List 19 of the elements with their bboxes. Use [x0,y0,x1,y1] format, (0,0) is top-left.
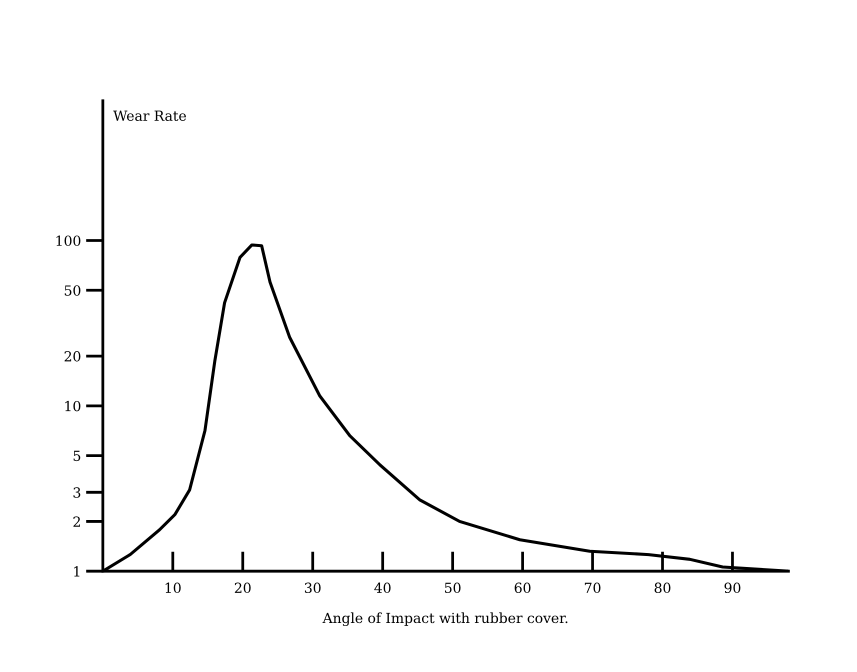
x-tick-label: 80 [654,582,670,594]
y-tick-label: 100 [56,235,80,246]
y-tick-label: 20 [64,351,80,362]
y-tick-label: 3 [74,487,80,498]
x-tick-label: 90 [724,582,740,594]
x-tick-label: 60 [514,582,531,594]
y-tick-label: 1 [74,566,80,576]
x-tick-label: 30 [304,582,321,594]
y-tick-label: 10 [65,400,80,412]
y-tick-label: 5 [74,450,80,462]
y-axis-title: Wear Rate [113,110,186,121]
x-tick-label: 10 [166,582,181,594]
x-tick-label: 70 [584,582,600,594]
x-tick-label: 40 [374,582,391,594]
y-tick-label: 50 [64,285,80,296]
y-tick-label: 2 [73,516,80,527]
x-tick-label: 20 [234,582,251,594]
x-tick-label: 50 [444,582,461,594]
x-axis-title: Angle of Impact with rubber cover. [322,612,568,626]
